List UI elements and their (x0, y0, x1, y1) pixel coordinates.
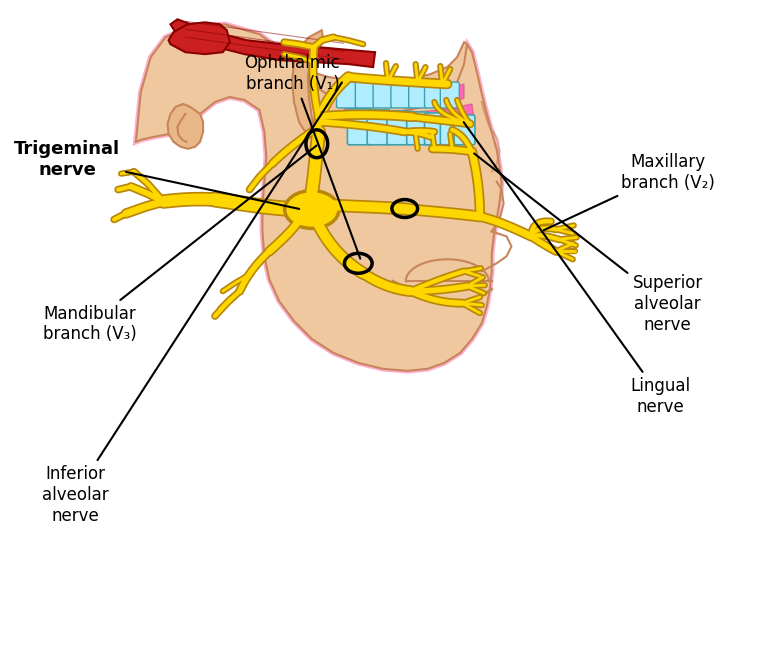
FancyBboxPatch shape (424, 82, 444, 108)
Polygon shape (333, 84, 464, 108)
FancyBboxPatch shape (367, 110, 390, 145)
Text: Lingual
nerve: Lingual nerve (464, 122, 690, 416)
Text: Inferior
alveolar
nerve: Inferior alveolar nerve (42, 83, 342, 525)
Ellipse shape (285, 190, 339, 229)
FancyBboxPatch shape (348, 109, 371, 145)
Text: Maxillary
branch (V₂): Maxillary branch (V₂) (543, 153, 714, 230)
Polygon shape (171, 19, 375, 67)
FancyBboxPatch shape (454, 115, 475, 145)
FancyBboxPatch shape (407, 112, 429, 145)
FancyBboxPatch shape (387, 111, 410, 145)
Polygon shape (168, 22, 230, 54)
Text: Trigeminal
nerve: Trigeminal nerve (14, 140, 299, 209)
FancyBboxPatch shape (440, 82, 459, 108)
Polygon shape (136, 24, 502, 371)
Polygon shape (292, 30, 323, 134)
Text: Ophthalmic
branch (V₁): Ophthalmic branch (V₁) (244, 54, 361, 258)
Polygon shape (168, 104, 203, 149)
FancyBboxPatch shape (440, 114, 461, 145)
Polygon shape (296, 42, 467, 112)
FancyBboxPatch shape (355, 82, 376, 108)
Text: Mandibular
branch (V₃): Mandibular branch (V₃) (43, 145, 317, 343)
FancyBboxPatch shape (373, 82, 393, 108)
Polygon shape (344, 104, 474, 127)
FancyBboxPatch shape (408, 82, 428, 108)
Text: Superior
alveolar
nerve: Superior alveolar nerve (474, 153, 703, 334)
FancyBboxPatch shape (424, 113, 446, 145)
FancyBboxPatch shape (391, 82, 411, 108)
FancyBboxPatch shape (336, 82, 357, 108)
